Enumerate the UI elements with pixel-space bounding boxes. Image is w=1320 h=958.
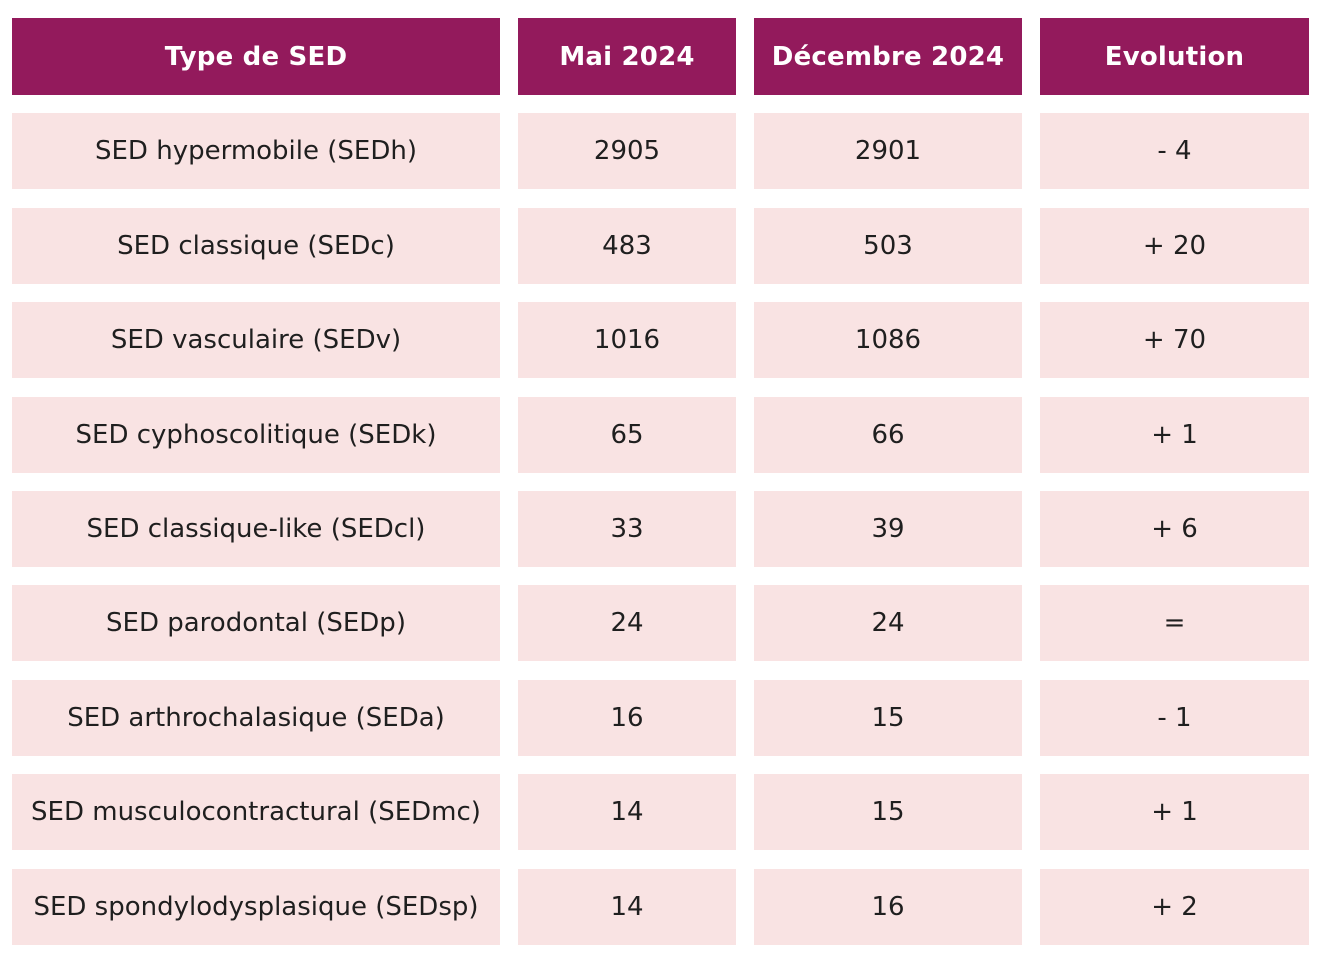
type-cell: SED hypermobile (SEDh) [12,113,500,190]
column-header-type: Type de SED [12,18,500,95]
type-cell: SED classique (SEDc) [12,207,500,284]
column-header-decembre-2024: Décembre 2024 [754,18,1022,95]
evolution-cell: = [1040,585,1309,662]
type-cell: SED musculocontractural (SEDmc) [12,774,500,851]
decembre-2024-cell: 2901 [754,113,1022,190]
evolution-cell: + 6 [1040,490,1309,567]
evolution-cell: + 20 [1040,207,1309,284]
evolution-cell: + 1 [1040,396,1309,473]
type-cell: SED classique-like (SEDcl) [12,490,500,567]
decembre-2024-cell: 16 [754,868,1022,945]
column-header-mai-2024: Mai 2024 [518,18,736,95]
evolution-cell: - 4 [1040,113,1309,190]
mai-2024-cell: 16 [518,679,736,756]
evolution-cell: + 2 [1040,868,1309,945]
mai-2024-cell: 65 [518,396,736,473]
decembre-2024-cell: 24 [754,585,1022,662]
mai-2024-cell: 33 [518,490,736,567]
mai-2024-cell: 14 [518,774,736,851]
decembre-2024-cell: 1086 [754,302,1022,379]
decembre-2024-cell: 39 [754,490,1022,567]
mai-2024-cell: 2905 [518,113,736,190]
mai-2024-cell: 483 [518,207,736,284]
type-cell: SED spondylodysplasique (SEDsp) [12,868,500,945]
decembre-2024-cell: 15 [754,679,1022,756]
type-cell: SED vasculaire (SEDv) [12,302,500,379]
sed-table: Type de SED Mai 2024 Décembre 2024 Evolutio… [12,18,1309,945]
type-cell: SED parodontal (SEDp) [12,585,500,662]
evolution-cell: + 1 [1040,774,1309,851]
evolution-cell: - 1 [1040,679,1309,756]
decembre-2024-cell: 15 [754,774,1022,851]
mai-2024-cell: 1016 [518,302,736,379]
evolution-cell: + 70 [1040,302,1309,379]
mai-2024-cell: 24 [518,585,736,662]
decembre-2024-cell: 503 [754,207,1022,284]
decembre-2024-cell: 66 [754,396,1022,473]
mai-2024-cell: 14 [518,868,736,945]
type-cell: SED arthrochalasique (SEDa) [12,679,500,756]
column-header-evolution: Evolution [1040,18,1309,95]
type-cell: SED cyphoscolitique (SEDk) [12,396,500,473]
